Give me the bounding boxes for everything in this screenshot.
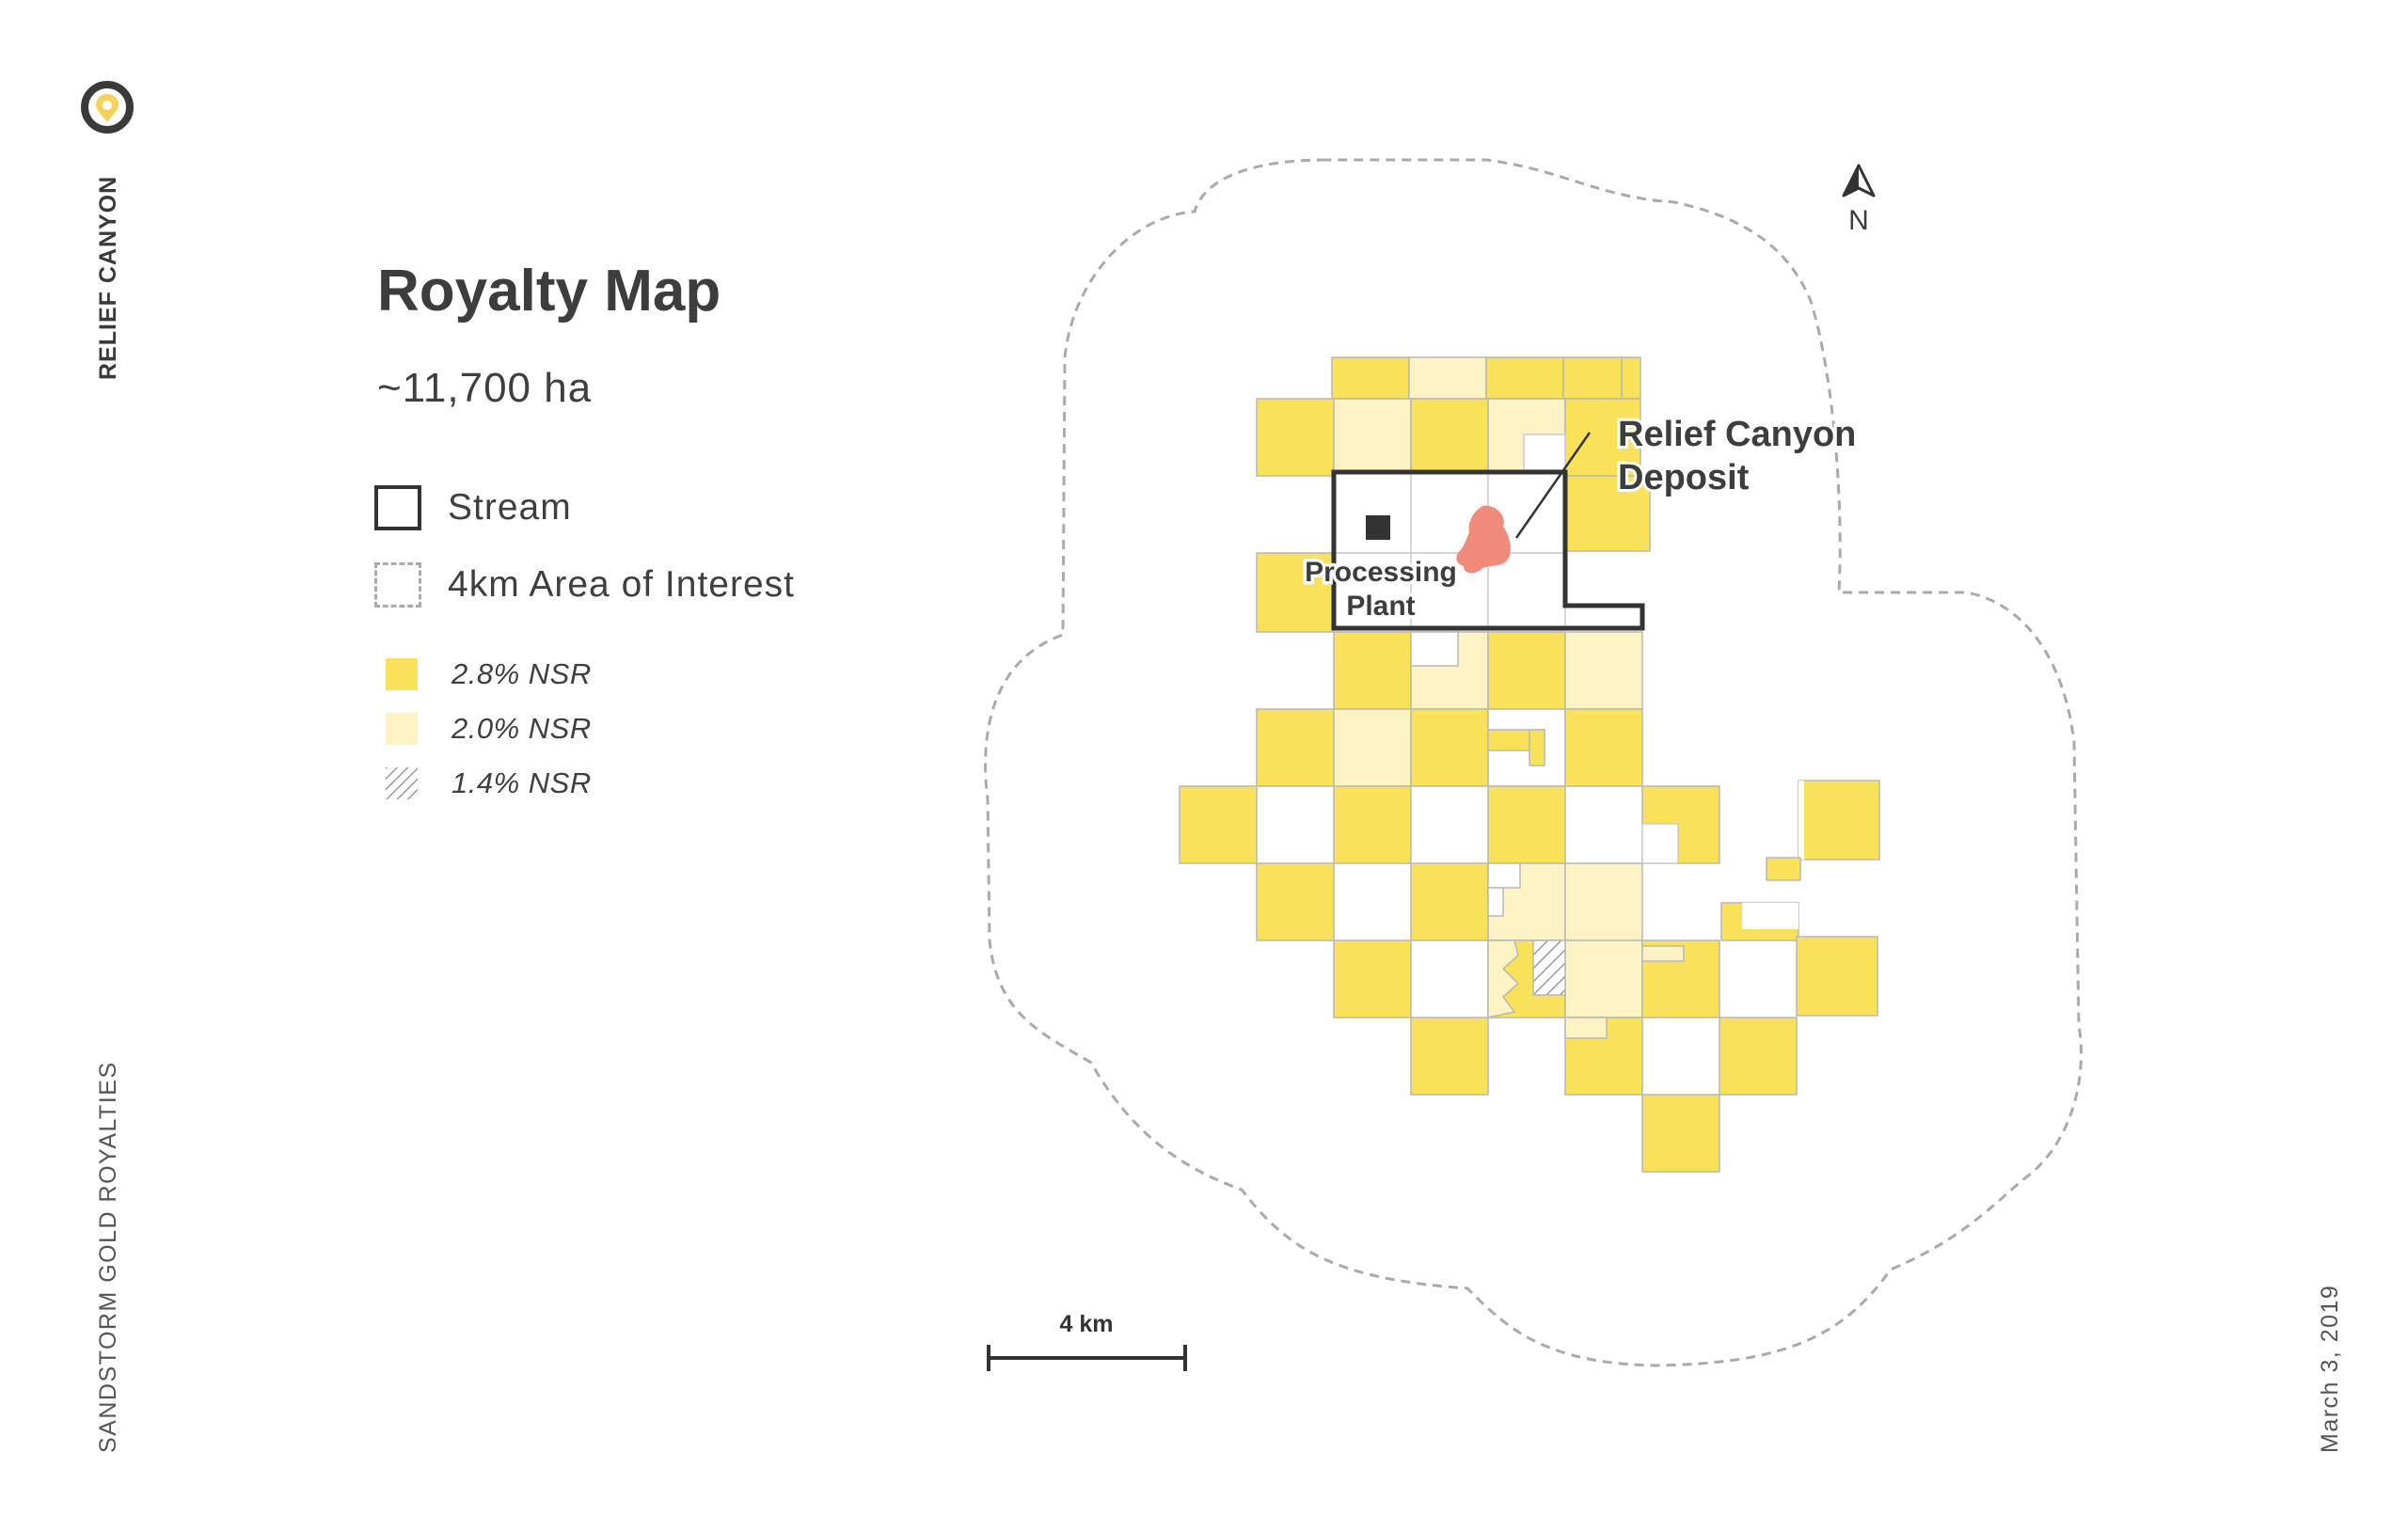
map-legend: Stream 4km Area of Interest 2.8% NSR 2.0… [374, 0, 939, 846]
legend-label-nsr-20: 2.0% NSR [452, 712, 592, 745]
processing-plant-icon [1366, 515, 1390, 540]
legend-label-nsr-28: 2.8% NSR [452, 657, 592, 690]
claim-grid [1179, 356, 1880, 1173]
stream-swatch [374, 485, 421, 530]
nsr-20-swatch [386, 713, 418, 745]
legend-item-nsr-14: 1.4% NSR [386, 766, 592, 800]
deposit-label-line2: Deposit [1618, 458, 1750, 497]
legend-item-nsr-20: 2.0% NSR [386, 712, 592, 746]
north-arrow-icon [1842, 164, 1876, 197]
nsr-14-swatch [386, 767, 418, 799]
legend-label-aoi: 4km Area of Interest [448, 564, 796, 605]
total-area: ~11,700 ha [377, 365, 593, 411]
stream-boundary [1331, 469, 1645, 631]
plant-label-line2: Plant [1346, 591, 1415, 622]
page-title: Royalty Map [377, 259, 721, 324]
aoi-boundary [984, 158, 2083, 1367]
deposit-area [1456, 505, 1511, 574]
sandstorm-logo-icon [81, 81, 134, 134]
deposit-leader-line [1514, 432, 1592, 539]
nsr-28-swatch [386, 658, 418, 690]
legend-item-stream: Stream [374, 485, 572, 530]
scale-label: 4 km [1060, 1311, 1114, 1337]
legend-label-nsr-14: 1.4% NSR [452, 766, 592, 799]
legend-item-nsr-28: 2.8% NSR [386, 657, 592, 691]
plant-label-line1: Processing [1305, 557, 1457, 588]
legend-item-aoi: 4km Area of Interest [374, 562, 795, 608]
legend-label-stream: Stream [448, 487, 572, 528]
deposit-label-line1: Relief Canyon [1618, 415, 1856, 454]
scale-bar [987, 1345, 1187, 1371]
aoi-swatch [374, 562, 421, 608]
stream-area [1331, 469, 1645, 631]
north-label: N [1848, 205, 1869, 236]
